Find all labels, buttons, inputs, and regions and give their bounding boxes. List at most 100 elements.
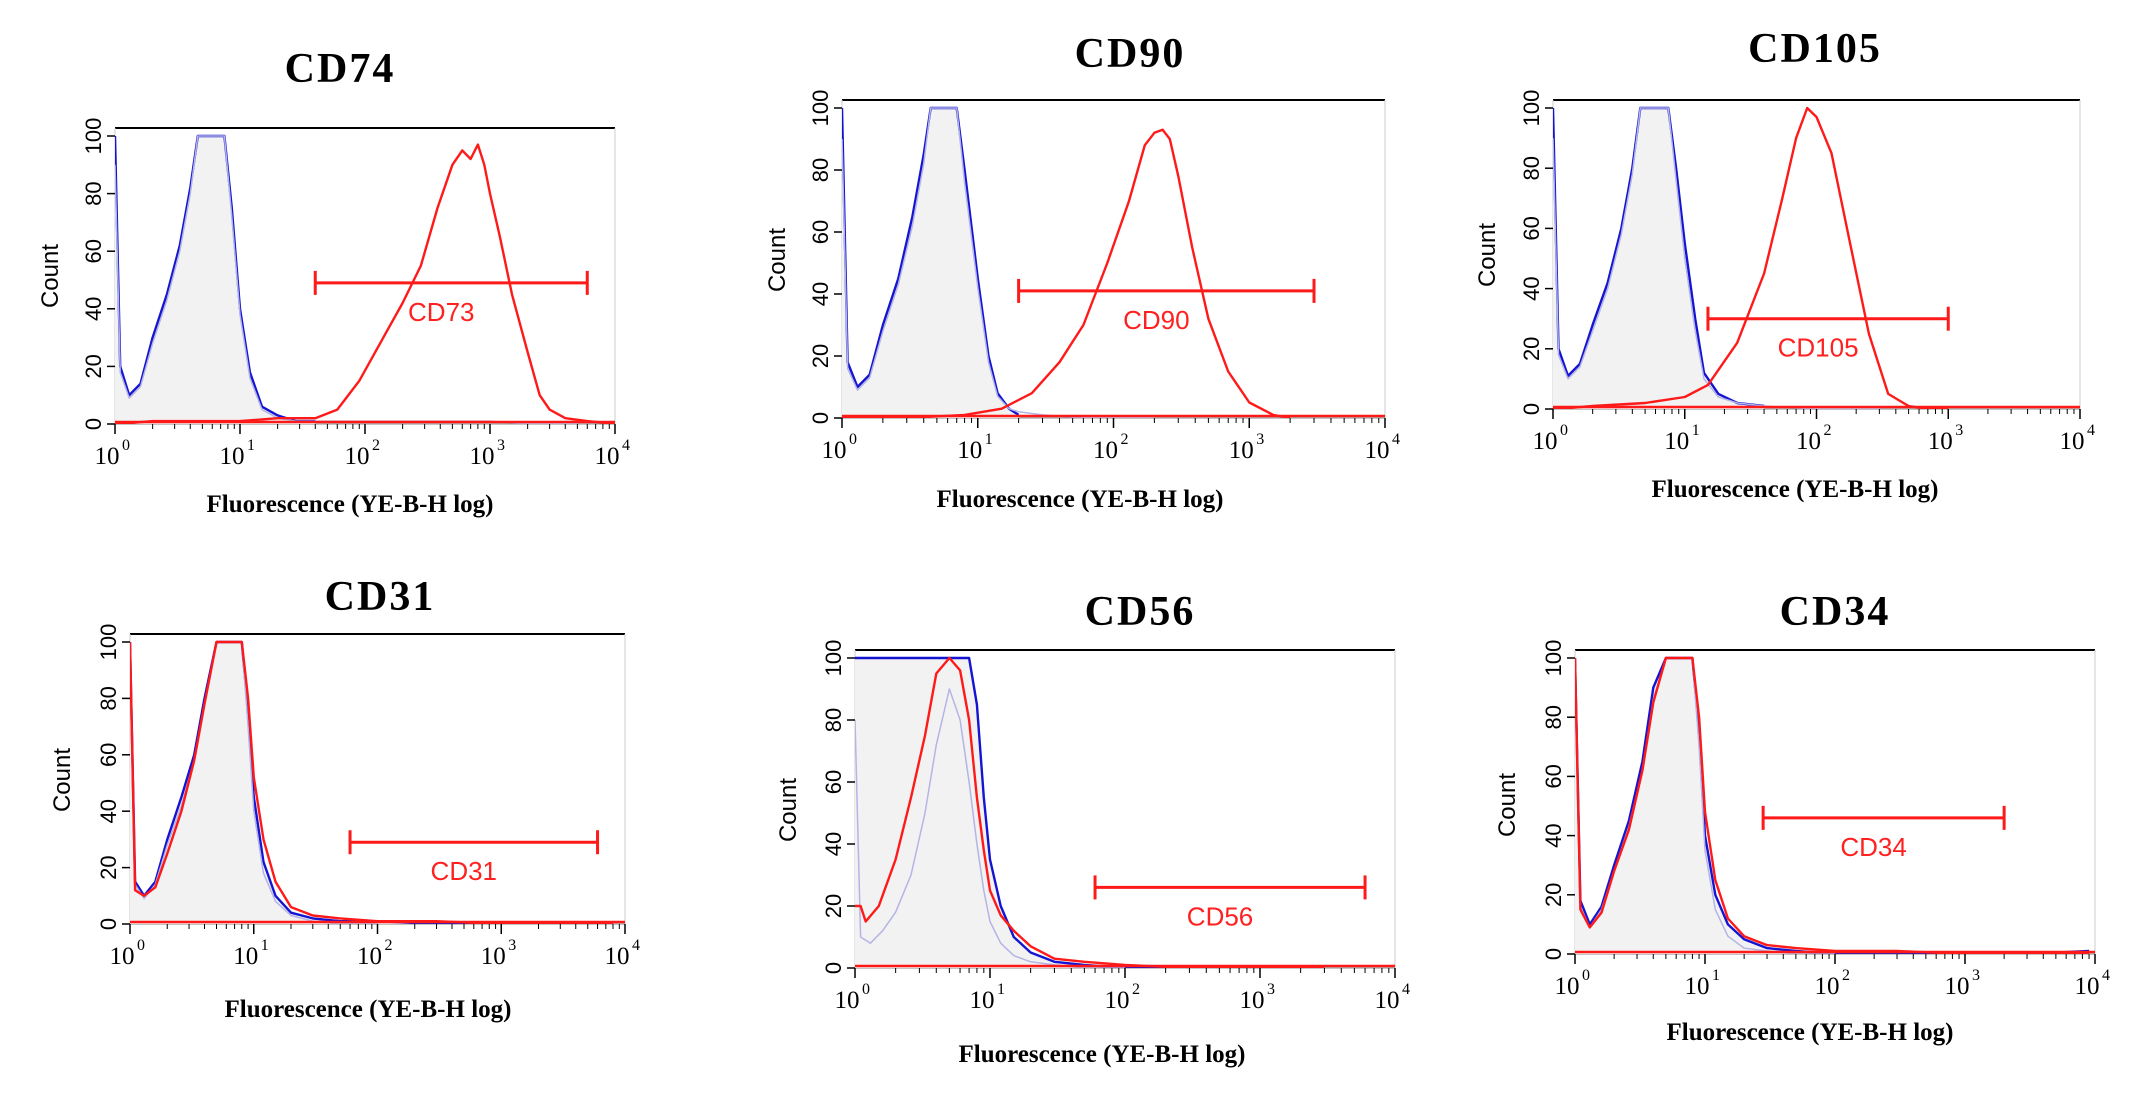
y-tick-label: 20 bbox=[1519, 337, 1544, 361]
control-histogram-fill bbox=[1553, 108, 1765, 409]
y-tick-label: 0 bbox=[808, 412, 833, 424]
x-tick-exponent: 0 bbox=[862, 981, 870, 998]
x-tick-exponent: 0 bbox=[1582, 967, 1590, 984]
x-tick-label: 10 bbox=[835, 987, 860, 1014]
y-tick-label: 40 bbox=[821, 832, 846, 856]
y-tick-label: 0 bbox=[1541, 948, 1566, 960]
x-tick-label: 10 bbox=[1945, 973, 1970, 1000]
x-tick-exponent: 4 bbox=[2087, 422, 2095, 439]
panel-title: CD34 bbox=[1780, 589, 1891, 635]
panel-title: CD56 bbox=[1085, 589, 1196, 635]
y-axis-label: Count bbox=[1474, 223, 1501, 287]
gate-label: CD56 bbox=[1187, 901, 1253, 931]
x-axis-label: Fluorescence (YE-B-H log) bbox=[937, 486, 1224, 513]
x-tick-exponent: 2 bbox=[372, 437, 380, 454]
x-tick-label: 10 bbox=[605, 943, 630, 970]
x-tick-label: 10 bbox=[595, 443, 620, 470]
x-tick-label: 10 bbox=[1664, 428, 1689, 455]
y-tick-label: 100 bbox=[81, 118, 106, 155]
x-tick-label: 10 bbox=[345, 443, 370, 470]
y-tick-label: 20 bbox=[96, 855, 121, 879]
x-tick-label: 10 bbox=[1375, 987, 1400, 1014]
x-tick-exponent: 2 bbox=[1842, 967, 1850, 984]
x-tick-label: 10 bbox=[470, 443, 495, 470]
y-tick-label: 80 bbox=[821, 708, 846, 732]
y-tick-label: 100 bbox=[1541, 640, 1566, 677]
x-axis-label: Fluorescence (YE-B-H log) bbox=[207, 491, 494, 518]
y-tick-label: 40 bbox=[808, 282, 833, 306]
x-tick-label: 10 bbox=[1928, 428, 1953, 455]
y-tick-label: 80 bbox=[1541, 705, 1566, 729]
y-axis-label: Count bbox=[49, 748, 76, 812]
x-tick-exponent: 1 bbox=[1712, 967, 1720, 984]
x-tick-label: 10 bbox=[1105, 987, 1130, 1014]
y-tick-label: 40 bbox=[1519, 276, 1544, 300]
x-tick-label: 10 bbox=[822, 437, 847, 464]
y-tick-label: 0 bbox=[821, 962, 846, 974]
x-tick-label: 10 bbox=[1685, 973, 1710, 1000]
x-tick-label: 10 bbox=[1533, 428, 1558, 455]
x-tick-label: 10 bbox=[1240, 987, 1265, 1014]
x-tick-exponent: 2 bbox=[1132, 981, 1140, 998]
y-tick-label: 100 bbox=[1519, 90, 1544, 127]
x-tick-exponent: 1 bbox=[1692, 422, 1700, 439]
x-tick-label: 10 bbox=[970, 987, 995, 1014]
x-axis-label: Fluorescence (YE-B-H log) bbox=[1667, 1019, 1954, 1046]
isotype-histogram-line bbox=[842, 107, 1155, 418]
y-axis-label: Count bbox=[775, 778, 802, 842]
x-tick-label: 10 bbox=[233, 943, 258, 970]
y-tick-label: 60 bbox=[808, 220, 833, 244]
x-tick-exponent: 3 bbox=[508, 937, 516, 954]
gate-label: CD90 bbox=[1123, 305, 1189, 335]
x-tick-exponent: 2 bbox=[385, 937, 393, 954]
x-tick-label: 10 bbox=[1365, 437, 1390, 464]
gate-label: CD34 bbox=[1840, 832, 1906, 862]
gate-label: CD31 bbox=[431, 856, 497, 886]
x-tick-label: 10 bbox=[95, 443, 120, 470]
x-tick-exponent: 2 bbox=[1121, 431, 1129, 448]
x-tick-exponent: 3 bbox=[1267, 981, 1275, 998]
x-tick-exponent: 0 bbox=[1560, 422, 1568, 439]
gate-label: CD105 bbox=[1778, 333, 1859, 363]
x-tick-exponent: 1 bbox=[261, 937, 269, 954]
positive-histogram-line bbox=[115, 143, 615, 424]
y-tick-label: 80 bbox=[81, 181, 106, 205]
control-histogram-fill bbox=[115, 136, 316, 424]
y-tick-label: 20 bbox=[1541, 883, 1566, 907]
x-tick-label: 10 bbox=[481, 943, 506, 970]
y-tick-label: 40 bbox=[96, 799, 121, 823]
x-tick-label: 10 bbox=[1796, 428, 1821, 455]
x-tick-exponent: 1 bbox=[985, 431, 993, 448]
x-axis-label: Fluorescence (YE-B-H log) bbox=[225, 996, 512, 1023]
x-tick-exponent: 3 bbox=[1972, 967, 1980, 984]
x-tick-label: 10 bbox=[220, 443, 245, 470]
x-tick-label: 10 bbox=[1093, 437, 1118, 464]
y-tick-label: 80 bbox=[1519, 156, 1544, 180]
x-tick-label: 10 bbox=[1229, 437, 1254, 464]
y-tick-label: 60 bbox=[821, 770, 846, 794]
y-tick-label: 20 bbox=[808, 344, 833, 368]
panel-title: CD74 bbox=[285, 46, 396, 92]
y-axis-label: Count bbox=[37, 244, 64, 308]
x-tick-exponent: 4 bbox=[1402, 981, 1410, 998]
x-tick-label: 10 bbox=[1555, 973, 1580, 1000]
y-tick-label: 60 bbox=[96, 743, 121, 767]
y-tick-label: 100 bbox=[821, 640, 846, 677]
y-tick-label: 40 bbox=[1541, 823, 1566, 847]
x-tick-exponent: 0 bbox=[849, 431, 857, 448]
panel-title: CD31 bbox=[325, 574, 436, 620]
y-tick-label: 60 bbox=[1541, 764, 1566, 788]
x-tick-exponent: 0 bbox=[122, 437, 130, 454]
x-tick-exponent: 3 bbox=[1955, 422, 1963, 439]
x-tick-exponent: 4 bbox=[1392, 431, 1400, 448]
y-tick-label: 60 bbox=[1519, 216, 1544, 240]
x-tick-exponent: 4 bbox=[632, 937, 640, 954]
control-histogram-fill bbox=[842, 108, 1019, 418]
panel-title: CD105 bbox=[1748, 26, 1882, 72]
isotype-histogram-line bbox=[1553, 107, 1880, 409]
isotype-histogram-line bbox=[855, 688, 1125, 968]
